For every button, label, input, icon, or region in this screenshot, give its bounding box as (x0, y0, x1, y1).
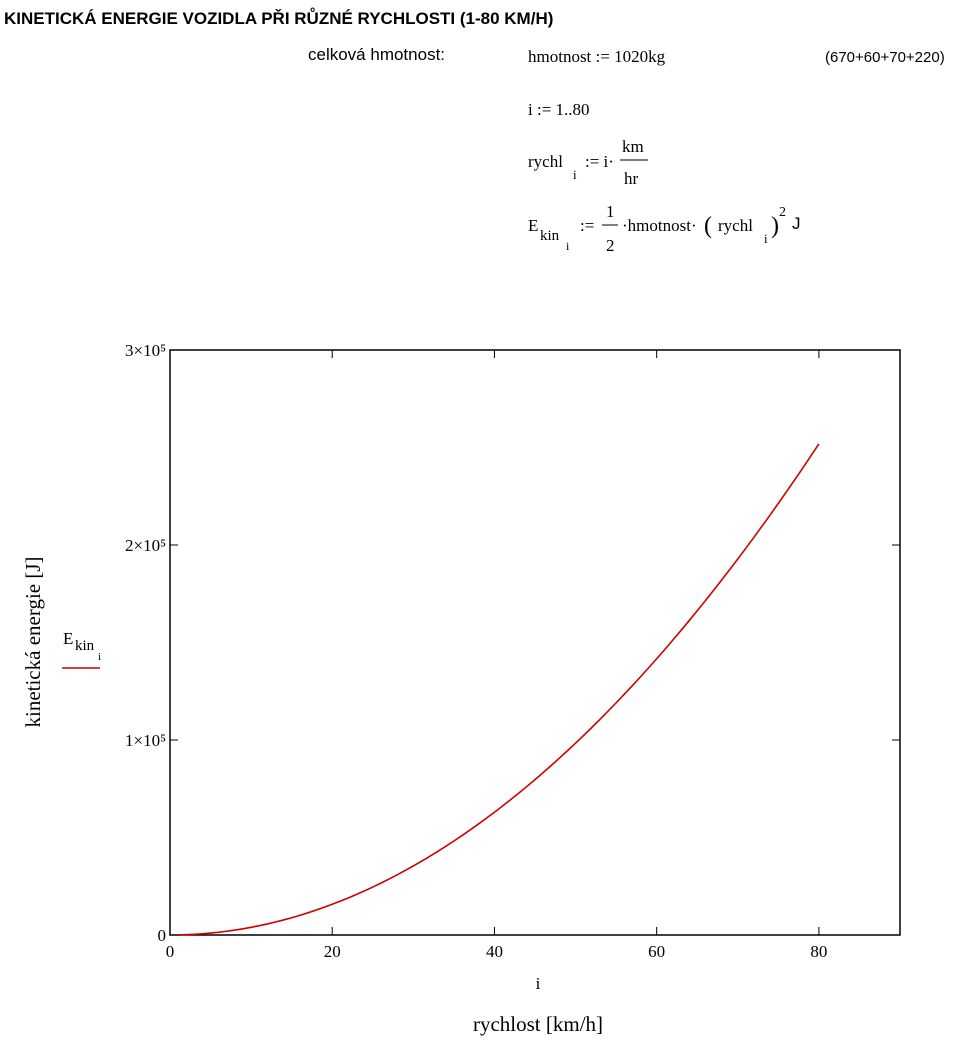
formula-text: kin (540, 228, 560, 244)
x-tick-label: 60 (648, 942, 665, 961)
y-axis-label: kinetická energie [J] (21, 556, 45, 727)
y-tick-label: 3×10⁵ (125, 341, 166, 360)
formula-text: := (580, 216, 594, 235)
legend-label: kin (75, 638, 95, 654)
legend-label: i (98, 651, 101, 663)
x-expression: i (536, 974, 541, 993)
formula-text: 2 (779, 205, 786, 220)
formula-text: i (566, 239, 570, 253)
x-tick-label: 20 (324, 942, 341, 961)
chart: 0 1×10⁵ 2×10⁵ 3×10⁵ 0 20 40 60 80 i rychlost [km/h… (21, 341, 901, 1036)
mass-note: (670+60+70+220) (825, 49, 945, 66)
formula-text: J (792, 214, 801, 233)
formula-text: := i· (585, 152, 614, 171)
formula-text: hr (624, 169, 639, 188)
formula-text: 2 (606, 236, 615, 255)
legend-label: E (63, 629, 73, 648)
formula-text: 1 (606, 202, 615, 221)
title: KINETICKÁ ENERGIE VOZIDLA PŘI RŮZNÉ RYCH… (4, 8, 553, 28)
x-tick-label: 0 (166, 942, 175, 961)
mass-label: celková hmotnost: (308, 45, 445, 64)
formula-text: rychl (528, 152, 563, 171)
formula-text: i (573, 167, 577, 182)
x-tick-label: 80 (810, 942, 827, 961)
formula-text: ·hmotnost· (622, 216, 697, 235)
formula-text: rychl (718, 216, 753, 235)
formula-text: ( (704, 213, 712, 239)
data-line (178, 443, 820, 936)
formula-text: E (528, 216, 538, 235)
y-tick-label: 1×10⁵ (125, 731, 166, 750)
range-def: i := 1..80 (528, 100, 590, 119)
y-tick-label: 0 (158, 926, 167, 945)
plot-frame (169, 349, 901, 936)
formula-text: km (622, 137, 644, 156)
formula-text: ) (771, 213, 779, 239)
mass-def: hmotnost := 1020kg (528, 47, 666, 66)
y-tick-label: 2×10⁵ (125, 536, 166, 555)
formula-text: i (764, 231, 768, 246)
x-axis-label: rychlost [km/h] (473, 1012, 603, 1036)
x-tick-label: 40 (486, 942, 503, 961)
